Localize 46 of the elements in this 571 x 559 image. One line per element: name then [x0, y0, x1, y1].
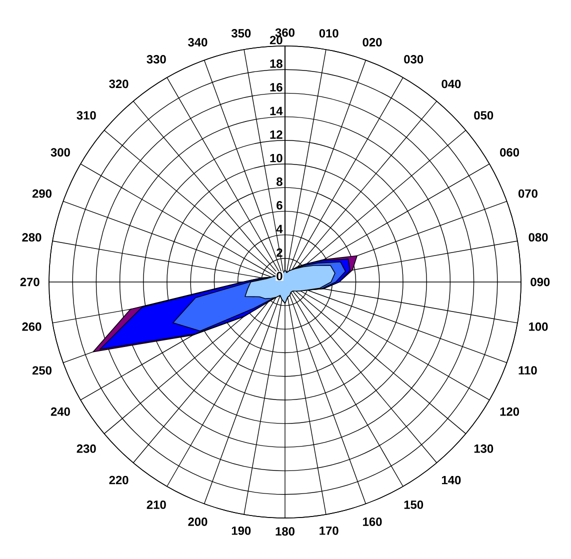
spoke-label: 300 [50, 148, 70, 157]
spoke-label: 310 [76, 111, 96, 120]
y-tick-label: 18 [270, 59, 282, 68]
y-tick-label: 10 [270, 154, 282, 162]
spoke-label: 190 [232, 526, 251, 535]
spoke-label: 250 [32, 366, 52, 375]
spoke-label: 060 [500, 148, 520, 157]
spoke-label: 100 [529, 322, 548, 331]
y-tick-label: 8 [276, 177, 282, 186]
spoke-label: 090 [530, 278, 550, 286]
spoke-label: 280 [22, 233, 42, 242]
spoke-label: 010 [319, 29, 338, 38]
spoke-label: 350 [231, 29, 251, 38]
y-tick-label: 12 [270, 130, 282, 139]
spoke-label: 170 [320, 526, 338, 535]
spoke-label: 330 [146, 55, 166, 64]
spoke-label: 270 [20, 278, 40, 286]
spoke-label: 040 [442, 80, 461, 88]
spoke-label: 200 [188, 518, 208, 526]
spoke-label: 160 [363, 518, 382, 526]
y-tick-label: 20 [270, 36, 282, 44]
spoke-label: 180 [276, 527, 294, 536]
spoke-label: 030 [404, 55, 424, 64]
spoke-label: 050 [474, 111, 494, 120]
spoke-label: 240 [50, 407, 70, 416]
spoke-label: 320 [109, 80, 128, 88]
spoke-label: 150 [404, 500, 424, 509]
spoke-label: 260 [22, 322, 42, 331]
y-tick-label: 0 [276, 272, 282, 280]
spoke-label: 230 [76, 444, 96, 453]
y-tick-label: 4 [276, 224, 283, 234]
y-tick-label: 16 [270, 83, 282, 92]
spoke-label: 070 [518, 189, 538, 198]
spoke-label: 140 [442, 476, 461, 484]
spoke-label: 360 [275, 28, 294, 37]
y-tick-label: 6 [276, 201, 282, 210]
spoke-label: 290 [32, 189, 52, 198]
spoke-label: 120 [500, 407, 520, 416]
spoke-label: 110 [518, 366, 537, 375]
y-tick-label: 14 [270, 106, 283, 116]
spoke-label: 080 [528, 233, 548, 242]
spoke-label: 340 [188, 38, 208, 46]
spoke-label: 130 [474, 444, 494, 453]
spoke-label: 220 [109, 476, 128, 484]
spoke-label: 210 [146, 500, 166, 509]
spoke-label: 020 [362, 38, 382, 46]
